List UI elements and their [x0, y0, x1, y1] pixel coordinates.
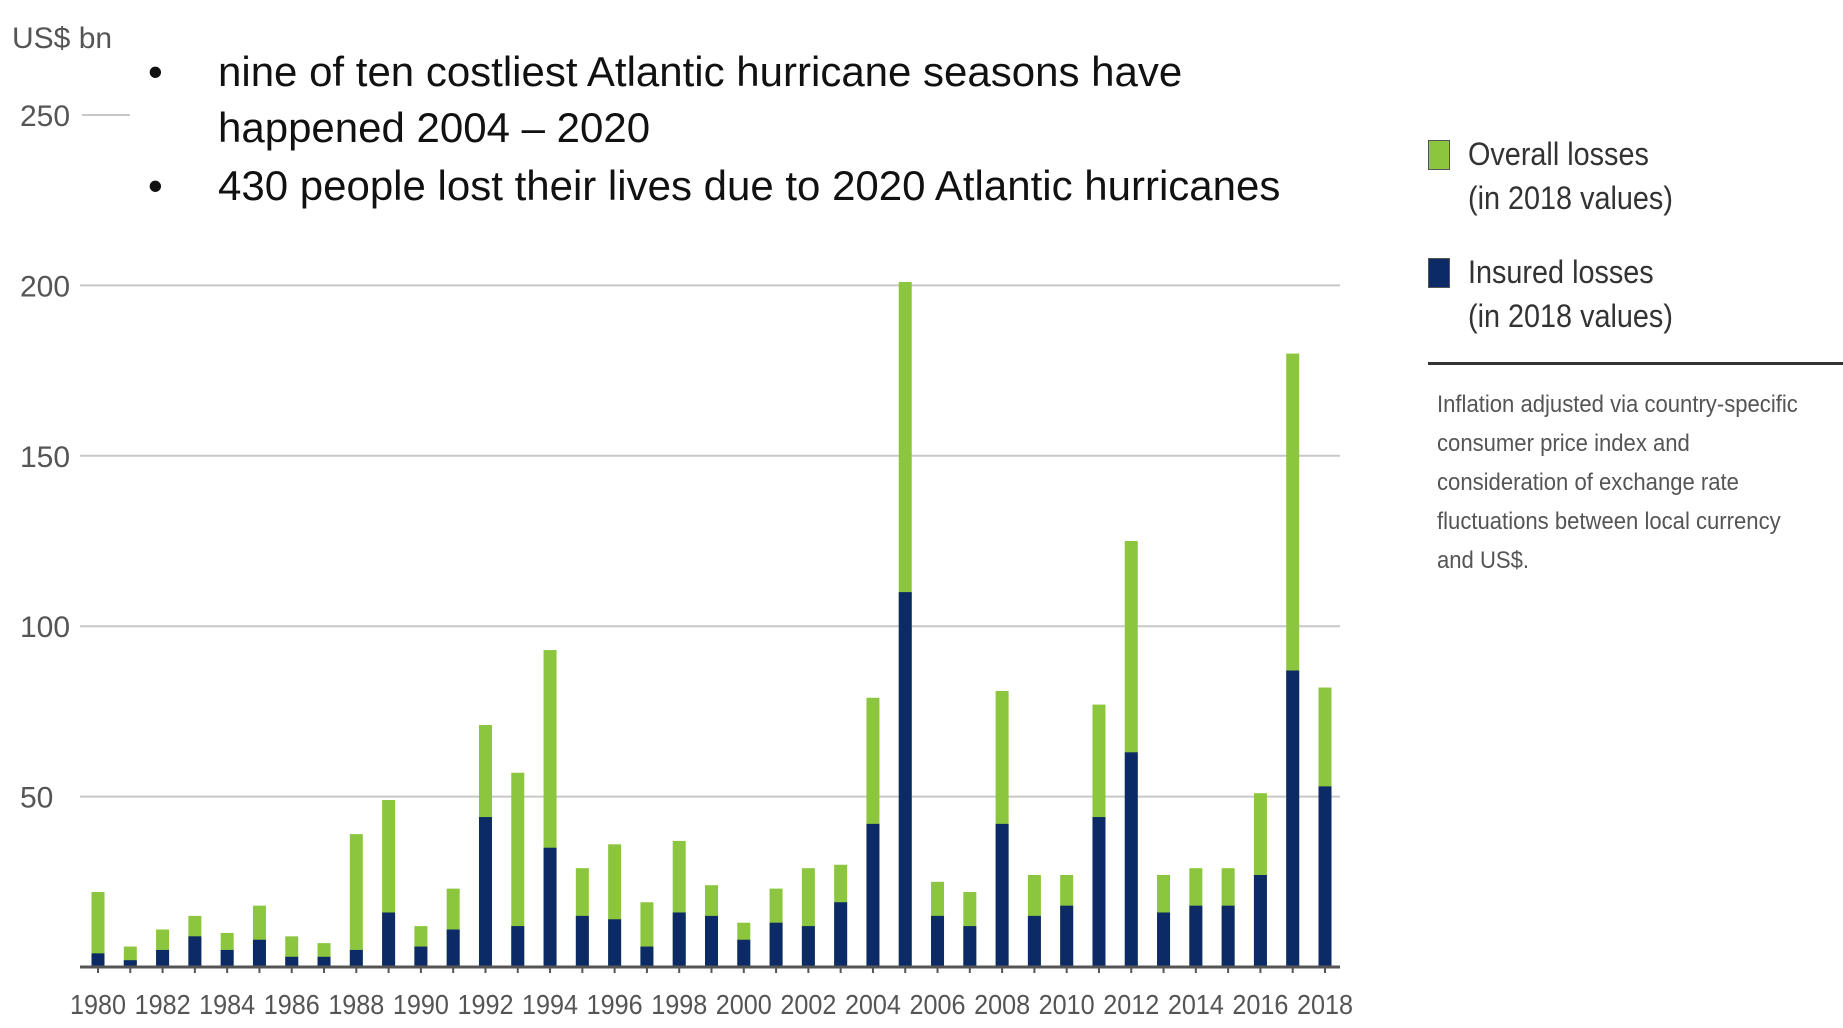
- bar-insured: [640, 946, 654, 967]
- bullet-item: • 430 people lost their lives due to 202…: [140, 158, 1340, 214]
- legend-label-overall-line1: Overall losses: [1468, 136, 1649, 172]
- footnote: Inflation adjusted via country-specific …: [1437, 391, 1798, 574]
- bar-insured: [220, 949, 234, 967]
- bar-insured: [575, 915, 589, 967]
- x-tick-label: 2012: [1103, 989, 1159, 1020]
- bar-insured: [931, 915, 945, 967]
- bullet-text: 430 people lost their lives due to 2020 …: [218, 162, 1281, 209]
- x-tick-label: 1984: [199, 989, 255, 1020]
- bar-insured: [963, 926, 977, 967]
- bar-overall: [91, 892, 105, 967]
- bar-insured: [608, 919, 622, 967]
- bar-insured: [1027, 915, 1041, 967]
- chart-legend: Overall losses (in 2018 values) Insured …: [1428, 132, 1843, 368]
- bar-insured: [414, 946, 428, 967]
- x-tick-label: 1980: [70, 989, 126, 1020]
- x-tick-label: 1986: [264, 989, 320, 1020]
- bar-insured: [1221, 905, 1235, 967]
- x-tick-label: 2010: [1039, 989, 1095, 1020]
- bar-insured: [382, 912, 396, 967]
- bullet-dot-icon: •: [148, 162, 163, 209]
- bar-insured: [91, 953, 105, 967]
- bar-insured: [705, 915, 718, 967]
- x-tick-label: 2018: [1297, 989, 1353, 1020]
- x-tick-label: 2014: [1168, 989, 1224, 1020]
- bar-insured: [1318, 786, 1332, 967]
- bar-insured: [123, 960, 137, 967]
- bar-insured: [866, 823, 880, 967]
- x-tick-label: 2008: [974, 989, 1030, 1020]
- bar-insured: [1092, 817, 1106, 967]
- x-tick-label: 1982: [135, 989, 191, 1020]
- bullet-dot-icon: •: [148, 48, 163, 95]
- bar-insured: [1189, 905, 1203, 967]
- bar-insured: [1157, 912, 1171, 967]
- bar-insured: [349, 949, 363, 967]
- bar-insured: [834, 902, 848, 967]
- bar-insured: [672, 912, 686, 967]
- bar-insured: [156, 949, 170, 967]
- bar-insured: [285, 956, 299, 967]
- bar-insured: [1286, 670, 1300, 967]
- y-tick-label: 150: [20, 441, 70, 474]
- bar-insured: [995, 823, 1009, 967]
- bar-insured: [543, 847, 557, 967]
- bar-overall: [349, 834, 363, 967]
- bar-insured: [188, 936, 202, 967]
- x-tick-label: 1998: [651, 989, 707, 1020]
- bullet-item: • nine of ten costliest Atlantic hurrica…: [140, 44, 1340, 156]
- bullet-list: • nine of ten costliest Atlantic hurrica…: [140, 44, 1340, 216]
- bar-insured: [511, 926, 525, 967]
- bar-insured: [737, 939, 751, 967]
- legend-label-overall: Overall losses (in 2018 values): [1468, 132, 1673, 220]
- x-tick-label: 2006: [910, 989, 966, 1020]
- bar-insured: [317, 956, 331, 967]
- legend-label-insured-line1: Insured losses: [1468, 254, 1654, 290]
- bar-insured: [1124, 752, 1138, 967]
- legend-label-overall-line2: (in 2018 values): [1468, 180, 1673, 216]
- x-tick-label: 1994: [522, 989, 578, 1020]
- bar-insured: [898, 592, 912, 967]
- x-tick-label: 2004: [845, 989, 901, 1020]
- bar-insured: [446, 929, 460, 967]
- legend-item-insured: Insured losses (in 2018 values): [1428, 250, 1843, 338]
- bullet-text: nine of ten costliest Atlantic hurricane…: [218, 48, 1183, 151]
- y-tick-label: 50: [20, 782, 53, 815]
- bar-overall: [511, 772, 525, 967]
- legend-item-overall: Overall losses (in 2018 values): [1428, 132, 1843, 220]
- bar-insured: [769, 922, 783, 967]
- bar-insured: [801, 926, 815, 967]
- bar-insured: [1060, 905, 1074, 967]
- x-tick-label: 2016: [1232, 989, 1288, 1020]
- y-axis-label: US$ bn: [12, 22, 112, 55]
- x-tick-label: 1992: [457, 989, 513, 1020]
- legend-swatch-overall: [1428, 140, 1450, 170]
- y-tick-label: 250: [20, 100, 70, 133]
- x-tick-label: 2000: [716, 989, 772, 1020]
- x-tick-label: 2002: [780, 989, 836, 1020]
- bar-insured: [252, 939, 266, 967]
- x-tick-label: 1990: [393, 989, 449, 1020]
- y-tick-label: 200: [20, 270, 70, 303]
- legend-label-insured-line2: (in 2018 values): [1468, 298, 1673, 334]
- x-tick-label: 1988: [328, 989, 384, 1020]
- legend-swatch-insured: [1428, 258, 1450, 288]
- bar-insured: [1253, 874, 1267, 967]
- legend-label-insured: Insured losses (in 2018 values): [1468, 250, 1673, 338]
- y-tick-label: 100: [20, 611, 70, 644]
- bar-insured: [478, 817, 492, 967]
- x-tick-label: 1996: [587, 989, 643, 1020]
- legend-divider: [1428, 362, 1843, 365]
